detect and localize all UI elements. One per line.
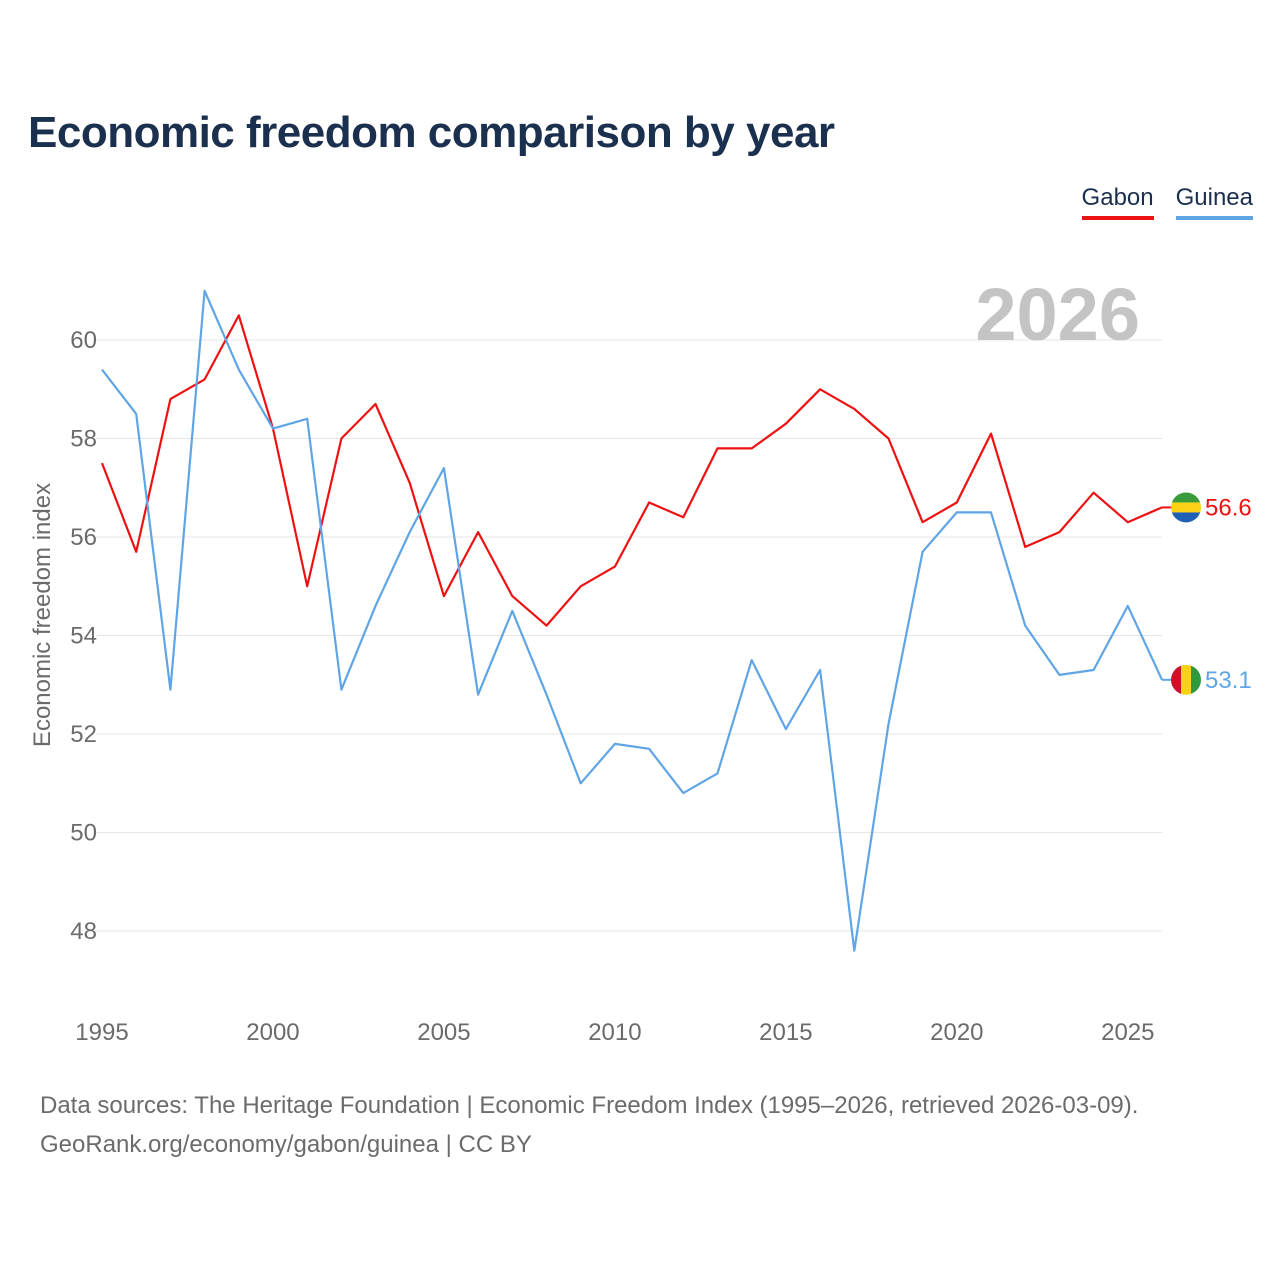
y-tick-label: 52 [70,721,97,748]
end-value-label-guinea: 53.1 [1205,667,1252,694]
y-tick-label: 50 [70,820,97,847]
y-tick-label: 48 [70,918,97,945]
y-tick-labels: 48 50 52 54 56 58 60 [70,327,97,945]
end-labels: 56.6 53.1 [1162,492,1252,695]
x-tick-label: 2025 [1101,1019,1154,1046]
footer: Data sources: The Heritage Foundation | … [40,1086,1138,1164]
legend: Gabon Guinea [1081,184,1253,220]
line-chart: 2026 48 50 52 54 56 58 60 1995 2000 2005 2010 2015… [29,273,1252,1046]
y-tick-label: 60 [70,327,97,354]
footer-sources: Data sources: The Heritage Foundation | … [40,1092,1139,1119]
y-tick-label: 58 [70,426,97,453]
series-line-gabon[interactable] [100,314,1163,627]
x-tick-label: 2000 [246,1019,299,1046]
chart-title: Economic freedom comparison by year [28,108,835,157]
y-axis-label: Economic freedom index [29,483,56,747]
guinea-flag-icon [1171,664,1201,695]
end-value-label-gabon: 56.6 [1205,494,1252,521]
x-tick-label: 2015 [759,1019,812,1046]
x-tick-label: 1995 [75,1019,128,1046]
gabon-flag-icon [1171,492,1201,523]
series-line-guinea[interactable] [101,289,1163,952]
year-watermark: 2026 [975,273,1140,356]
legend-item-gabon[interactable]: Gabon [1081,184,1154,220]
x-tick-labels: 1995 2000 2005 2010 2015 2020 2025 [75,1019,1154,1046]
x-tick-label: 2020 [930,1019,983,1046]
footer-credit: GeoRank.org/economy/gabon/guinea | CC BY [40,1131,532,1158]
y-tick-label: 56 [70,524,97,551]
x-tick-label: 2005 [417,1019,470,1046]
grid-lines [96,339,1162,932]
y-tick-label: 54 [70,623,97,650]
x-tick-label: 2010 [588,1019,641,1046]
series-lines [100,289,1163,952]
legend-item-guinea[interactable]: Guinea [1175,184,1253,220]
